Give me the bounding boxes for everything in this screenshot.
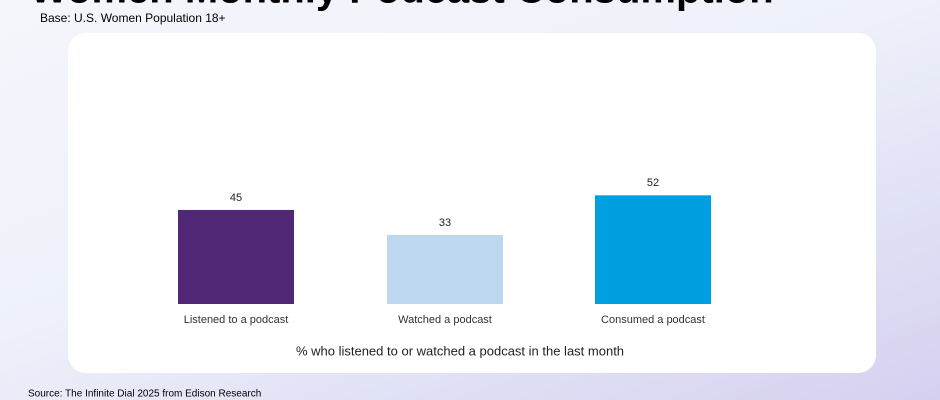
bar <box>178 209 294 304</box>
source: Source: The Infinite Dial 2025 from Edis… <box>28 389 261 400</box>
x-tick-label: Consumed a podcast <box>601 314 705 326</box>
value-label: 52 <box>647 177 659 189</box>
bar <box>595 195 711 304</box>
chart-subtitle: Base: U.S. Women Population 18+ <box>40 11 226 25</box>
chart-title: Women Monthly Podcast Consumption <box>30 0 774 12</box>
value-label: 33 <box>439 217 451 229</box>
x-tick-label: Watched a podcast <box>398 314 492 326</box>
value-label: 45 <box>230 192 242 204</box>
bar <box>387 235 503 304</box>
x-axis-title: % who listened to or watched a podcast i… <box>296 343 624 358</box>
x-tick-label: Listened to a podcast <box>184 314 289 326</box>
